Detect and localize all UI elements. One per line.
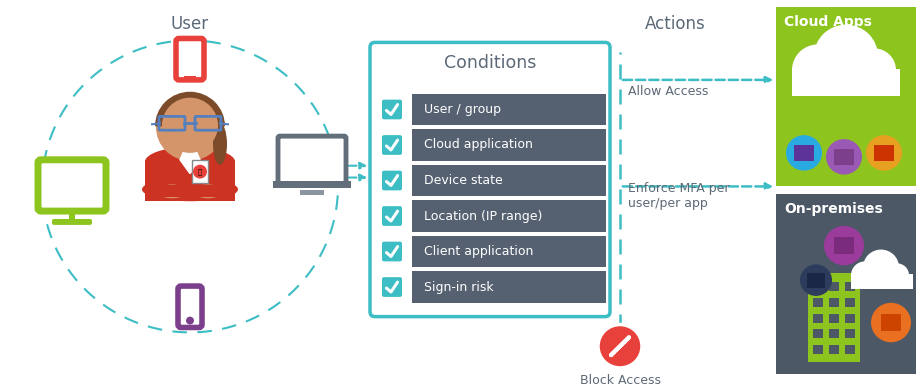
Text: Conditions: Conditions	[444, 54, 536, 72]
Circle shape	[885, 263, 909, 287]
Circle shape	[156, 94, 224, 161]
Circle shape	[863, 250, 899, 285]
Bar	[845, 329, 855, 338]
Bar	[829, 329, 839, 338]
FancyBboxPatch shape	[52, 219, 92, 225]
FancyBboxPatch shape	[176, 39, 204, 80]
Text: Block Access: Block Access	[579, 374, 661, 387]
Bar	[145, 160, 235, 201]
Bar	[412, 200, 606, 232]
Bar	[845, 314, 855, 322]
Circle shape	[800, 265, 832, 296]
Circle shape	[814, 25, 878, 88]
Text: Enforce MFA per
user/per app: Enforce MFA per user/per app	[628, 182, 730, 210]
Ellipse shape	[193, 184, 223, 198]
Bar	[412, 165, 606, 196]
Text: User / group: User / group	[424, 103, 501, 116]
Bar	[792, 69, 900, 96]
Circle shape	[786, 135, 822, 171]
FancyBboxPatch shape	[382, 100, 402, 119]
Bar	[813, 345, 823, 354]
Text: Cloud Apps: Cloud Apps	[784, 15, 872, 29]
Circle shape	[824, 226, 864, 265]
Bar	[794, 145, 814, 161]
Text: Client application: Client application	[424, 245, 533, 258]
Bar	[813, 282, 823, 291]
Text: Location (IP range): Location (IP range)	[424, 210, 542, 223]
Ellipse shape	[145, 147, 235, 177]
Bar	[192, 160, 208, 184]
Bar	[300, 190, 324, 195]
Circle shape	[826, 139, 862, 175]
Bar	[813, 329, 823, 338]
FancyBboxPatch shape	[382, 206, 402, 226]
Bar	[845, 282, 855, 291]
Bar	[69, 210, 75, 221]
Bar	[829, 345, 839, 354]
Ellipse shape	[213, 123, 227, 165]
Circle shape	[162, 98, 218, 153]
Bar	[412, 271, 606, 303]
Circle shape	[851, 261, 879, 289]
Circle shape	[866, 135, 902, 171]
Bar	[776, 194, 916, 374]
Circle shape	[792, 44, 844, 96]
Circle shape	[852, 48, 896, 92]
Bar	[273, 182, 351, 188]
Text: Sign-in risk: Sign-in risk	[424, 280, 493, 294]
Text: On-premises: On-premises	[784, 202, 882, 216]
Text: User: User	[171, 15, 209, 33]
Bar	[813, 298, 823, 307]
Text: 🚀: 🚀	[198, 168, 202, 175]
Ellipse shape	[142, 177, 238, 201]
Circle shape	[598, 324, 642, 368]
Bar	[184, 76, 196, 78]
FancyBboxPatch shape	[382, 277, 402, 297]
Bar	[181, 144, 199, 160]
Bar	[412, 94, 606, 125]
Bar	[146, 186, 234, 197]
Text: Device state: Device state	[424, 174, 503, 187]
Wedge shape	[155, 92, 225, 126]
Text: Actions: Actions	[645, 15, 705, 33]
Bar	[412, 236, 606, 267]
Bar	[776, 7, 916, 186]
Bar	[834, 237, 854, 254]
FancyBboxPatch shape	[38, 160, 106, 211]
Circle shape	[193, 165, 207, 179]
Circle shape	[186, 317, 194, 324]
FancyBboxPatch shape	[370, 42, 610, 317]
FancyBboxPatch shape	[382, 135, 402, 155]
Bar	[829, 298, 839, 307]
Bar	[808, 273, 860, 362]
Bar	[412, 129, 606, 161]
FancyBboxPatch shape	[382, 171, 402, 190]
Circle shape	[871, 303, 911, 342]
FancyBboxPatch shape	[382, 242, 402, 261]
Bar	[845, 345, 855, 354]
Bar	[807, 273, 825, 288]
Text: Allow Access: Allow Access	[628, 85, 709, 98]
Text: Cloud application: Cloud application	[424, 138, 533, 151]
Bar	[881, 314, 901, 331]
Bar	[834, 149, 854, 165]
Bar	[813, 314, 823, 322]
Bar	[845, 298, 855, 307]
Bar	[829, 314, 839, 322]
FancyBboxPatch shape	[178, 286, 202, 328]
Polygon shape	[180, 146, 200, 173]
Bar	[874, 145, 894, 161]
Bar	[829, 282, 839, 291]
FancyBboxPatch shape	[278, 136, 346, 184]
Ellipse shape	[157, 184, 187, 198]
Bar	[851, 274, 913, 289]
